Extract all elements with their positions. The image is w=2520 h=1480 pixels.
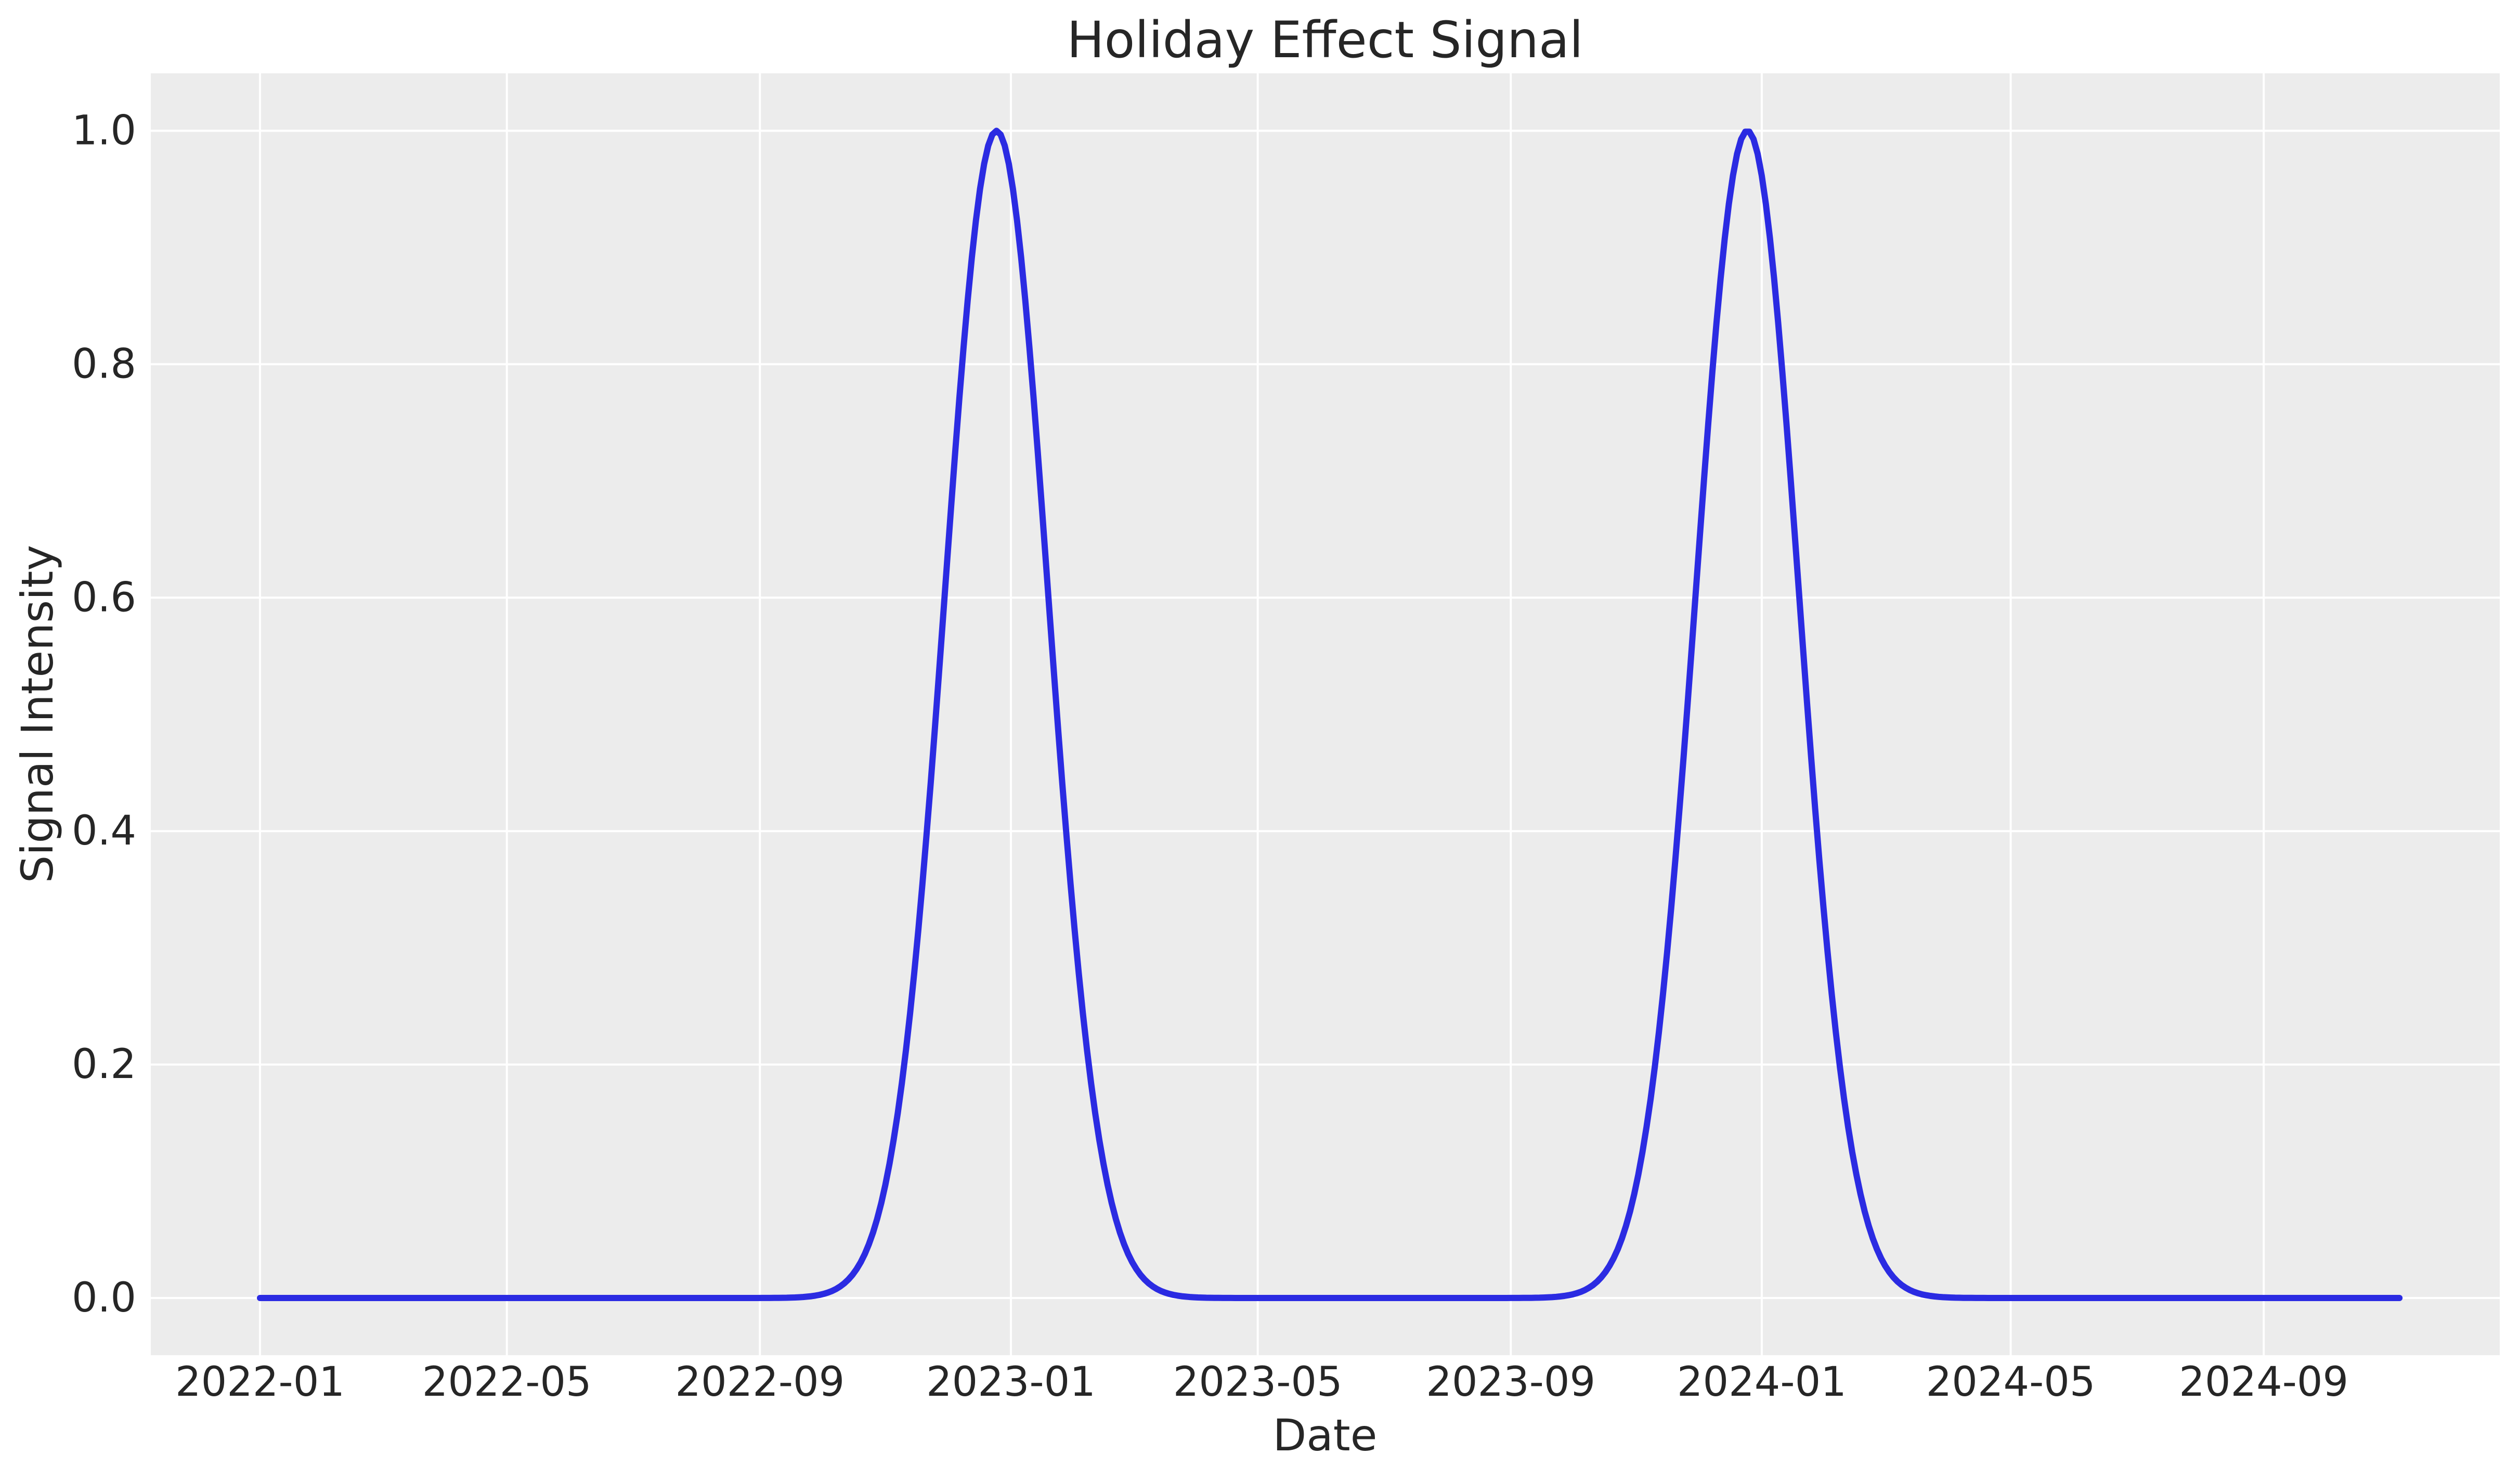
x-tick-label: 2024-05 — [1926, 1359, 2096, 1406]
x-axis-label: Date — [1273, 1410, 1378, 1461]
y-axis-label: Signal Intensity — [12, 545, 63, 883]
x-tick-label: 2023-05 — [1173, 1359, 1343, 1406]
y-tick-label: 0.4 — [72, 808, 136, 854]
x-tick-label: 2022-09 — [675, 1359, 845, 1406]
x-tick-label: 2022-01 — [175, 1359, 345, 1406]
x-axis-tick-labels: 2022-01 2022-05 2022-09 2023-01 2023-05 2023-… — [175, 1359, 2348, 1406]
plot-area — [151, 73, 2500, 1355]
y-tick-label: 0.6 — [72, 574, 136, 621]
x-tick-label: 2024-09 — [2179, 1359, 2348, 1406]
y-axis-tick-labels: 0.0 0.2 0.4 0.6 0.8 1.0 — [72, 108, 136, 1322]
y-tick-label: 0.2 — [72, 1041, 136, 1088]
x-tick-label: 2024-01 — [1677, 1359, 1847, 1406]
x-tick-label: 2023-01 — [926, 1359, 1096, 1406]
y-tick-label: 1.0 — [72, 108, 136, 154]
x-tick-label: 2022-05 — [422, 1359, 592, 1406]
x-tick-label: 2023-09 — [1426, 1359, 1595, 1406]
y-tick-label: 0.8 — [72, 341, 136, 387]
signal-line-series — [257, 127, 2403, 1301]
chart-title: Holiday Effect Signal — [1067, 11, 1583, 69]
y-tick-label: 0.0 — [72, 1275, 136, 1321]
